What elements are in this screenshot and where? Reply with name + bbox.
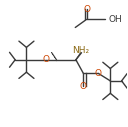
Text: OH: OH <box>108 15 122 24</box>
Text: O: O <box>80 82 87 91</box>
Text: O: O <box>83 5 90 14</box>
Text: O: O <box>42 55 49 64</box>
Text: O: O <box>95 69 102 78</box>
Text: NH₂: NH₂ <box>72 46 89 55</box>
